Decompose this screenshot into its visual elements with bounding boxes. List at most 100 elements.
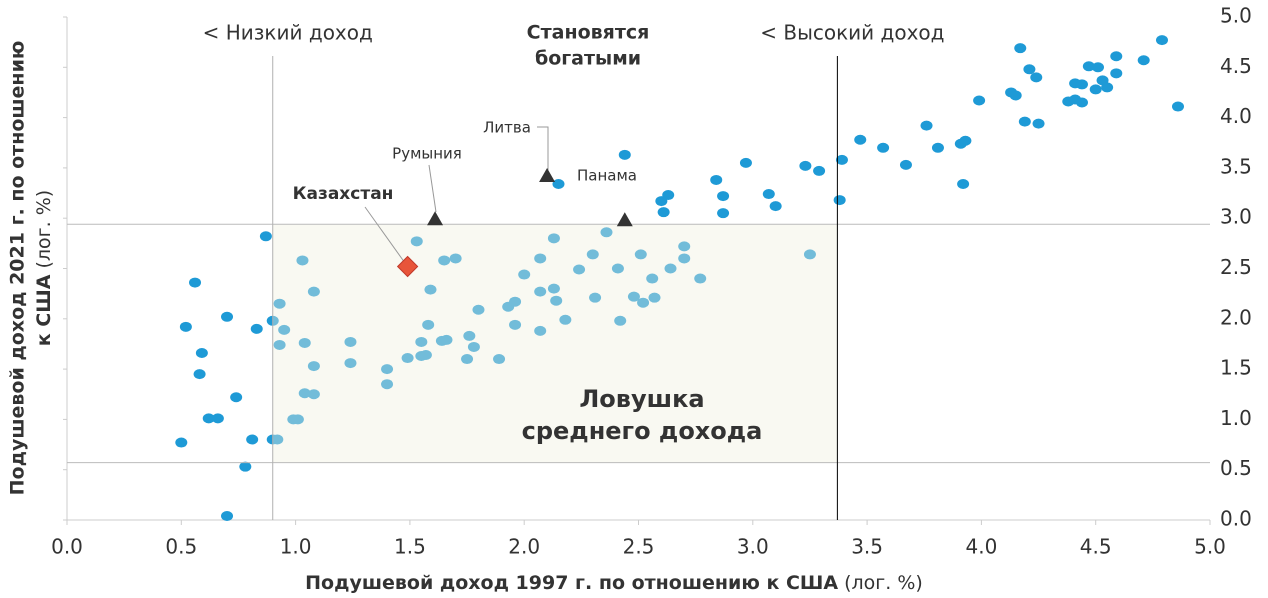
point	[634, 249, 647, 260]
point	[415, 336, 428, 347]
x-axis-title-unit: (лог. %)	[844, 572, 923, 594]
leader-line	[537, 126, 549, 170]
point	[835, 154, 848, 165]
highlight-point	[616, 212, 633, 227]
point	[1023, 64, 1036, 75]
point	[344, 336, 357, 347]
point	[493, 354, 506, 365]
point	[534, 325, 547, 336]
point	[618, 149, 631, 160]
point	[648, 292, 661, 303]
point	[1171, 101, 1184, 112]
y-tick-label: 2.5	[1220, 255, 1252, 279]
point	[410, 236, 423, 247]
annotation-label: Панама	[577, 167, 637, 185]
point	[657, 207, 670, 218]
point	[957, 178, 970, 189]
point	[627, 291, 640, 302]
point	[534, 286, 547, 297]
point	[438, 255, 451, 266]
point	[973, 95, 986, 106]
trap-label: Ловушка	[579, 385, 704, 413]
point	[278, 324, 291, 335]
point	[381, 364, 394, 375]
annotation-label: Казахстан	[293, 184, 394, 204]
point	[899, 159, 912, 170]
point	[694, 273, 707, 284]
point	[307, 361, 320, 372]
point	[509, 296, 522, 307]
point	[273, 339, 286, 350]
point	[959, 135, 972, 146]
point	[833, 195, 846, 206]
point	[586, 249, 599, 260]
point	[518, 269, 531, 280]
point	[1110, 68, 1123, 79]
point	[1032, 118, 1045, 129]
rich-label: богатыми	[535, 48, 641, 70]
point	[401, 353, 414, 364]
x-tick-label: 2.5	[623, 535, 655, 559]
point	[193, 369, 206, 380]
point	[1030, 72, 1043, 83]
point	[250, 323, 263, 334]
point	[1110, 51, 1123, 62]
point	[239, 461, 252, 472]
point	[678, 241, 691, 252]
point	[550, 295, 563, 306]
point	[534, 253, 547, 264]
y-tick-label: 1.0	[1220, 406, 1252, 430]
point	[762, 189, 775, 200]
y-tick-label: 2.0	[1220, 305, 1252, 329]
point	[799, 160, 812, 171]
x-tick-label: 4.0	[965, 535, 997, 559]
point	[422, 319, 435, 330]
point	[769, 201, 782, 212]
point	[1009, 90, 1022, 101]
leader-line	[364, 206, 406, 264]
point	[440, 334, 453, 345]
point	[1075, 97, 1088, 108]
point	[273, 298, 286, 309]
y-axis-title-unit: (лог. %)	[33, 190, 55, 269]
y-axis-title: Подушевой доход 2021 г. по отношению	[7, 41, 29, 496]
point	[1101, 82, 1114, 93]
point	[1082, 61, 1095, 72]
y-tick-label: 3.5	[1220, 154, 1252, 178]
point	[1155, 35, 1168, 46]
point	[717, 191, 730, 202]
x-tick-label: 1.0	[280, 535, 312, 559]
point	[637, 297, 650, 308]
point	[678, 253, 691, 264]
point	[547, 233, 560, 244]
point	[717, 208, 730, 219]
point	[931, 142, 944, 153]
y-axis-title-main: к США	[33, 274, 55, 346]
point	[202, 413, 215, 424]
x-axis-title: Подушевой доход 1997 г. по отношению к С…	[305, 572, 923, 594]
point	[221, 311, 234, 322]
point	[189, 277, 202, 288]
trap-label: среднего дохода	[522, 417, 763, 445]
point	[230, 392, 243, 403]
x-tick-label: 3.5	[851, 535, 883, 559]
x-tick-label: 5.0	[1194, 535, 1226, 559]
annotation-label: Румыния	[392, 145, 462, 163]
highlight-point	[539, 167, 556, 182]
rich-label: Становятся	[527, 22, 650, 44]
y-tick-label: 0.0	[1220, 507, 1252, 531]
y-tick-label: 5.0	[1220, 4, 1252, 28]
point	[664, 263, 677, 274]
point	[1091, 62, 1104, 73]
y-tick-label: 4.5	[1220, 54, 1252, 78]
point	[419, 350, 432, 361]
point	[611, 263, 624, 274]
point	[1018, 116, 1031, 127]
point	[271, 434, 284, 445]
point	[195, 348, 208, 359]
y-tick-label: 4.0	[1220, 104, 1252, 128]
x-tick-label: 2.0	[508, 535, 540, 559]
point	[1075, 79, 1088, 90]
y-tick-label: 3.0	[1220, 205, 1252, 229]
